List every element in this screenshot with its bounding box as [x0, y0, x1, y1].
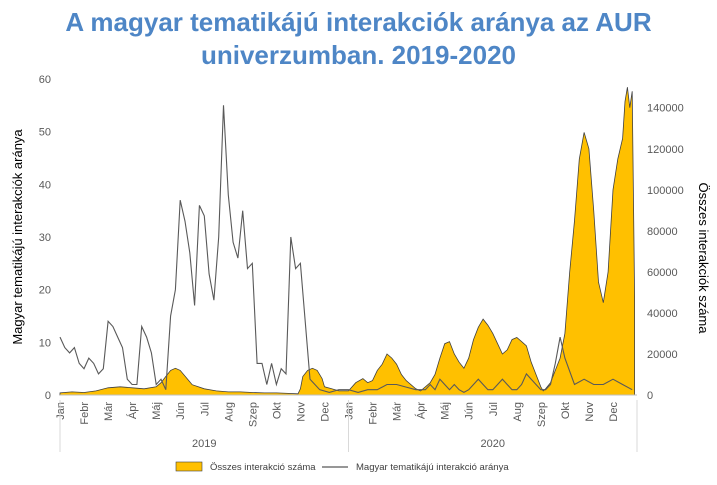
y-right-tick-label: 60000	[647, 267, 678, 279]
x-month-tick-label: Febr	[79, 402, 91, 425]
x-month-tick-label: Máj	[151, 402, 163, 420]
y-left-axis-title: Magyar tematikájú interakciók aránya	[10, 129, 25, 345]
x-month-tick-label: Okt	[560, 402, 572, 419]
y-right-tick-label: 0	[647, 390, 653, 402]
y-left-tick-label: 40	[39, 179, 51, 191]
legend-label-area: Összes interakció száma	[210, 462, 316, 473]
chart-title-line-2: univerzumban. 2019-2020	[200, 40, 517, 70]
y-left-tick-label: 30	[39, 232, 51, 244]
chart-title-line-1: A magyar tematikájú interakciók aránya a…	[65, 7, 652, 37]
x-year-label: 2019	[192, 438, 216, 450]
x-month-tick-label: Nov	[584, 402, 596, 422]
x-month-tick-label: Már	[103, 402, 115, 421]
x-month-tick-label: Dec	[608, 402, 620, 422]
y-right-axis-title: Összes interakciók száma	[696, 183, 711, 335]
x-month-tick-label: Febr	[368, 402, 380, 425]
x-month-tick-label: Nov	[295, 402, 307, 422]
x-month-tick-label: Ápr	[415, 402, 428, 419]
y-left-tick-label: 0	[45, 390, 51, 402]
x-month-tick-label: Jan	[344, 402, 356, 420]
y-left-tick-label: 20	[39, 285, 51, 297]
legend-swatch-area	[175, 461, 203, 472]
x-year-label: 2020	[481, 438, 505, 450]
x-month-tick-label: Júl	[488, 402, 500, 416]
y-left-tick-label: 50	[39, 127, 51, 139]
x-month-tick-label: Okt	[271, 402, 283, 419]
x-month-tick-label: Ápr	[126, 402, 139, 419]
y-right-tick-label: 140000	[647, 103, 684, 115]
x-month-tick-label: Jún	[175, 402, 187, 420]
x-month-tick-label: Jún	[464, 402, 476, 420]
x-month-tick-label: Máj	[440, 402, 452, 420]
y-left-tick-label: 10	[39, 337, 51, 349]
x-month-tick-label: Szep	[536, 402, 548, 427]
x-month-tick-label: Jan	[55, 402, 67, 420]
y-right-tick-label: 40000	[647, 308, 678, 320]
series-area-osszes-interakcio	[59, 87, 635, 396]
y-right-tick-label: 80000	[647, 226, 678, 238]
x-month-tick-label: Aug	[512, 402, 524, 422]
series-line-magyar-arany	[59, 105, 633, 394]
x-month-tick-label: Aug	[223, 402, 235, 422]
y-left-tick-label: 60	[39, 74, 51, 86]
legend-label-line: Magyar tematikájú interakció aránya	[356, 462, 509, 473]
y-right-tick-label: 120000	[647, 144, 684, 156]
x-month-tick-label: Júl	[199, 402, 211, 416]
x-month-tick-label: Már	[392, 402, 404, 421]
x-month-tick-label: Dec	[319, 402, 331, 422]
y-right-tick-label: 100000	[647, 185, 684, 197]
x-month-tick-label: Szep	[247, 402, 259, 427]
chart-title: A magyar tematikájú interakciók aránya a…	[0, 6, 717, 72]
y-right-tick-label: 20000	[647, 349, 678, 361]
